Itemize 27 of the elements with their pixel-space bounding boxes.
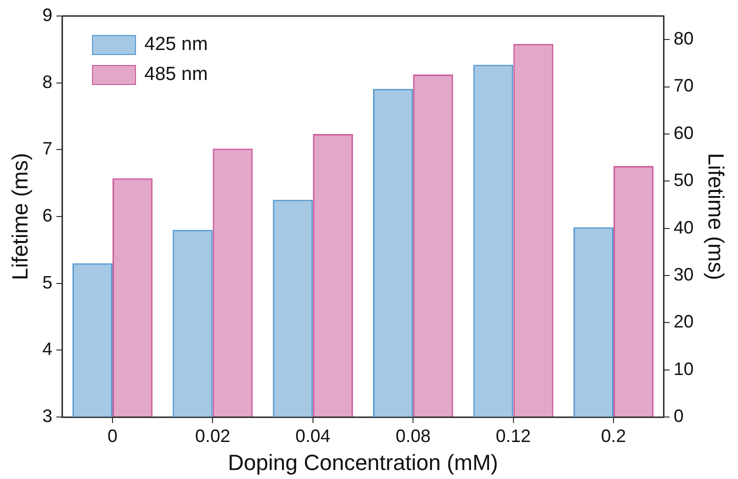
legend-label: 425 nm [144,33,208,57]
x-axis-title: Doping Concentration (mM) [228,450,498,475]
y2-tick-label: 0 [674,406,684,426]
y-tick-label: 6 [42,205,52,226]
y-tick-label: 9 [42,4,52,25]
y2-tick-label: 20 [674,312,694,332]
y-tick-label: 5 [42,272,52,292]
x-tick-label: 0.02 [195,426,230,446]
y2-tick-label: 80 [674,28,694,49]
x-tick-label: 0.2 [600,426,626,446]
y2-tick-label: 10 [674,358,694,379]
x-tick-label: 0.08 [396,426,431,446]
y-axis-title: Lifetime (ms) [7,152,32,280]
y-tick-label: 8 [42,72,52,92]
y2-tick-label: 50 [674,170,694,190]
y-tick-label: 7 [42,138,52,159]
y2-tick-label: 70 [674,76,694,96]
x-tick-label: 0.12 [496,426,531,446]
y2-tick-label: 40 [674,217,694,238]
y2-axis-title: Lifetime (ms) [704,152,729,280]
legend-label: 485 nm [144,63,208,87]
y2-tick-label: 60 [674,122,694,143]
x-tick-label: 0.04 [295,426,330,446]
y-tick-label: 3 [42,406,52,426]
y2-tick-label: 30 [674,264,694,284]
x-tick-label: 0 [108,426,118,446]
y-tick-label: 4 [42,339,52,360]
